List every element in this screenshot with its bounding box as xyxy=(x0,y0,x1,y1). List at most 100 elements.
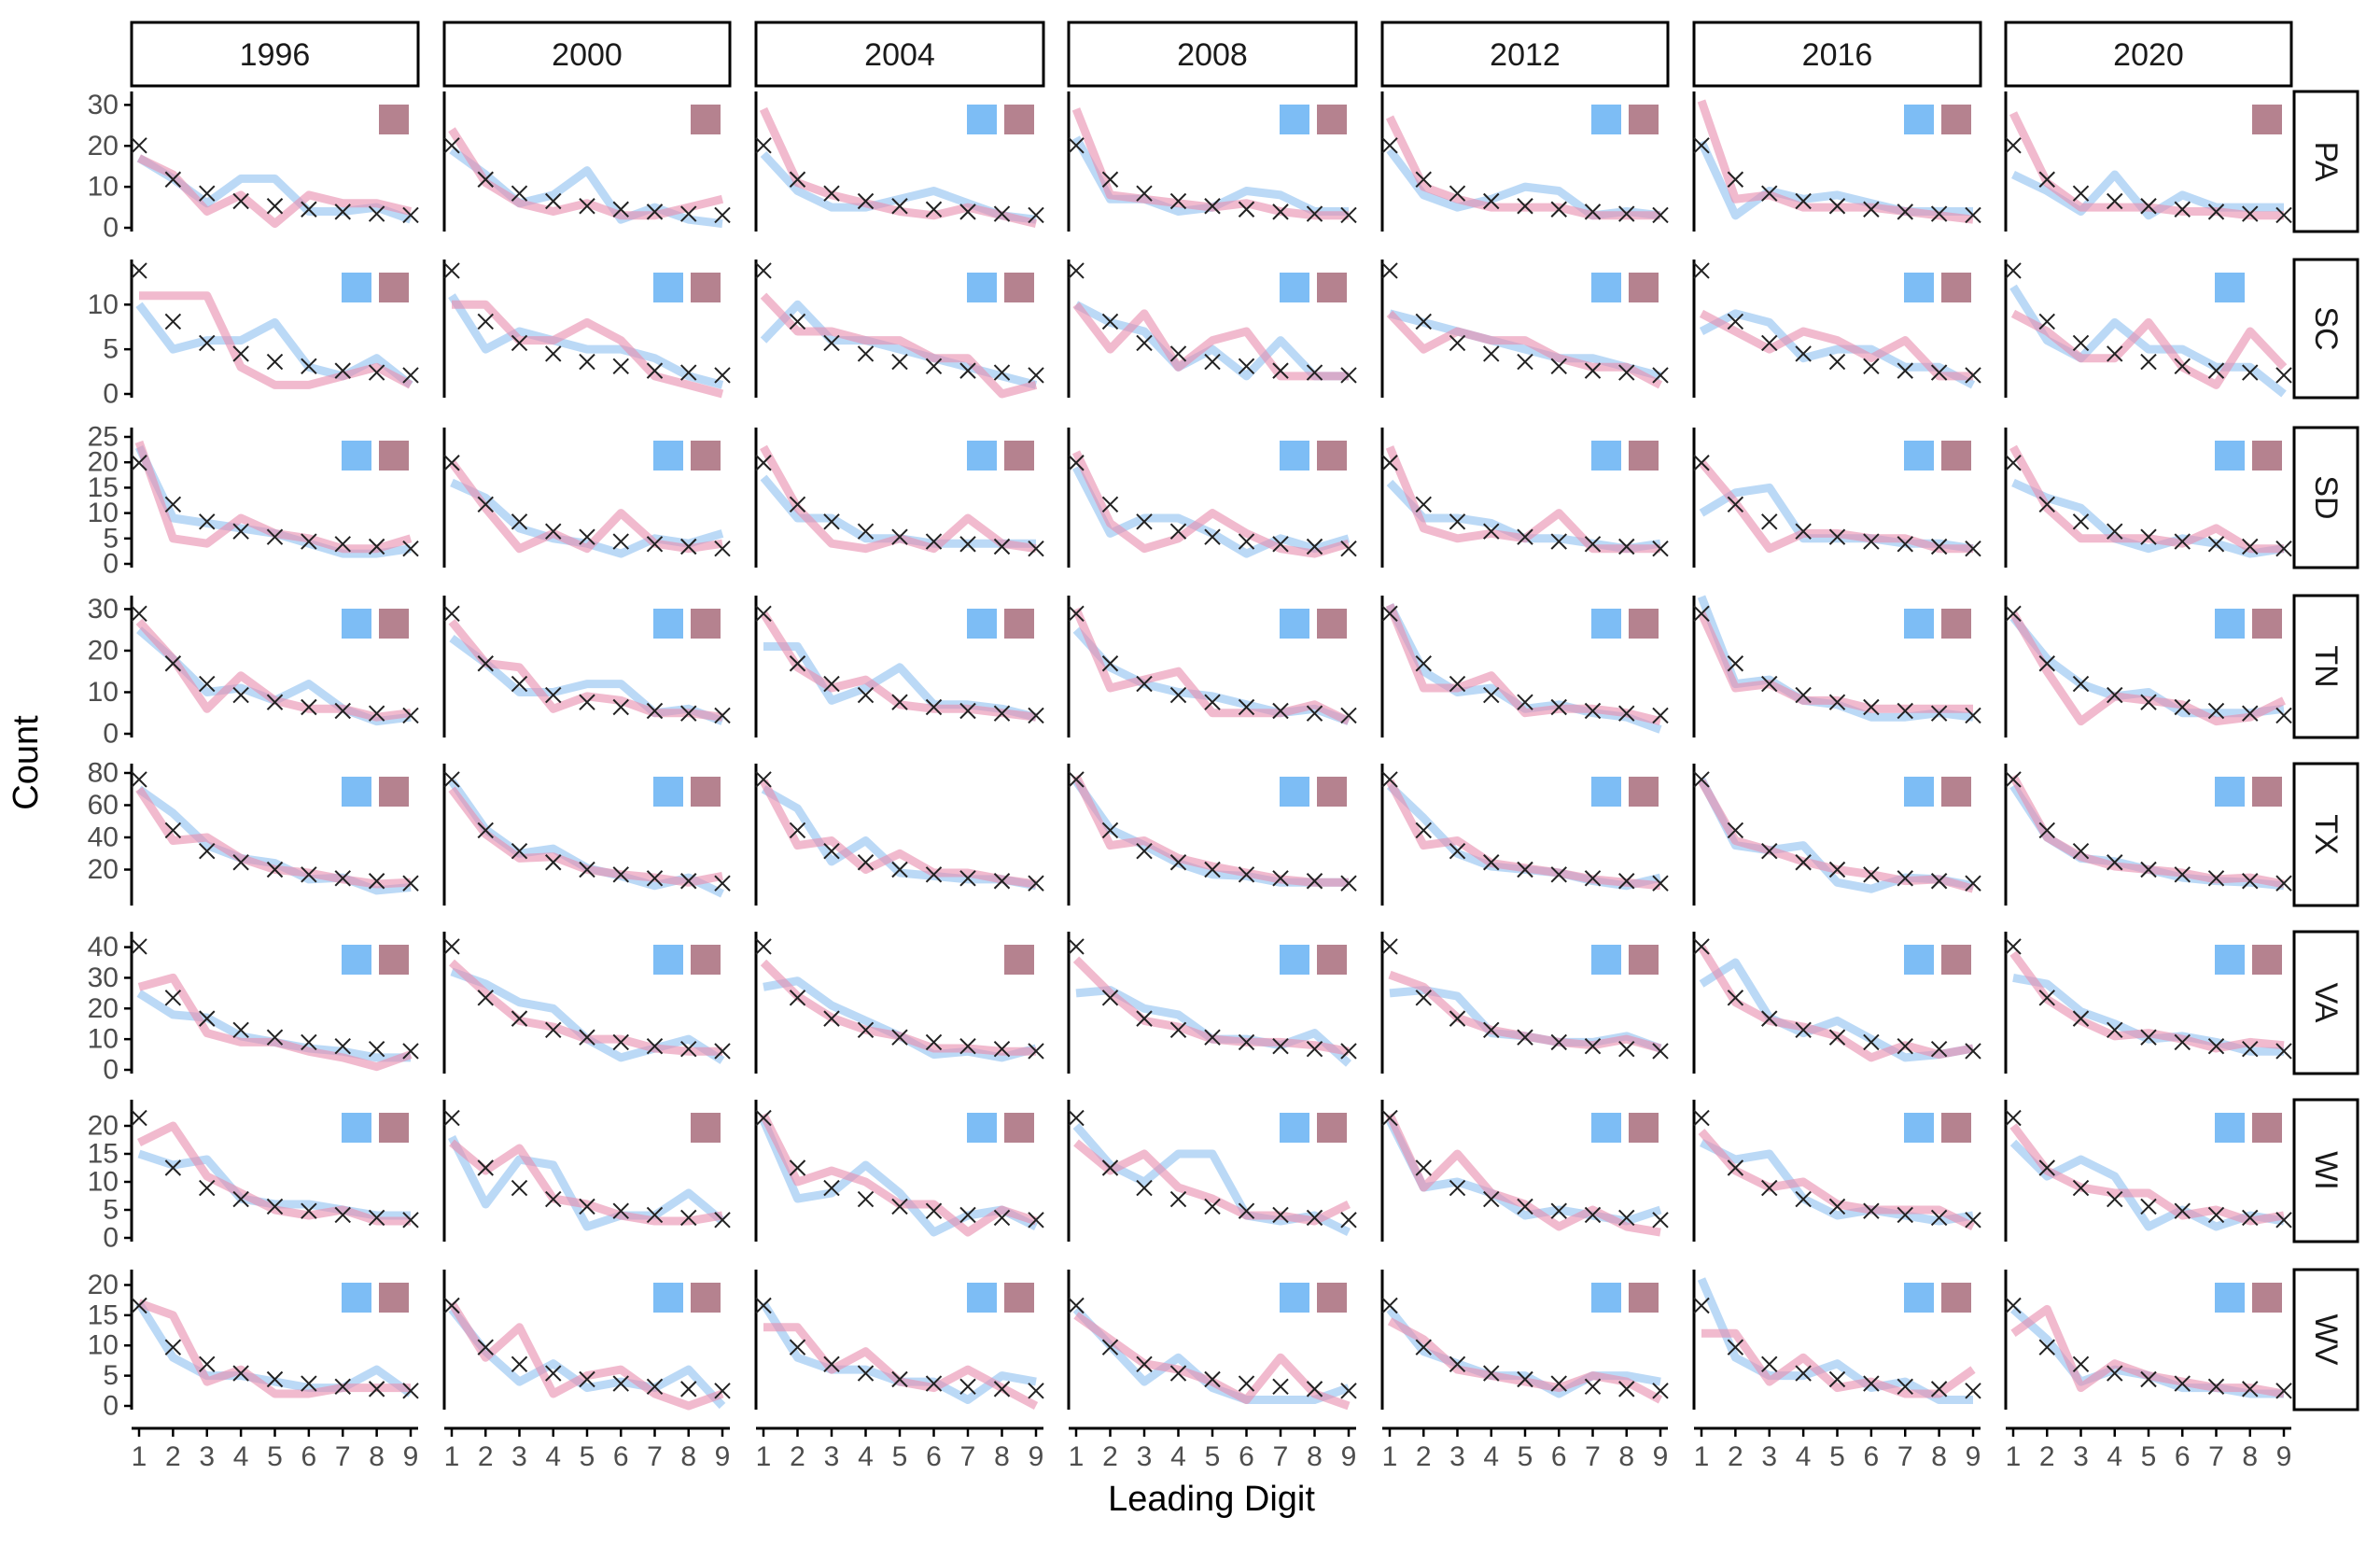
marker-stroke xyxy=(612,533,629,550)
expected-marker xyxy=(579,1370,595,1388)
column-strip: 2012 xyxy=(1380,21,1670,88)
marker-stroke xyxy=(1340,367,1357,384)
expected-marker xyxy=(1897,204,1913,220)
expected-marker xyxy=(1204,198,1221,215)
marker-stroke xyxy=(402,1212,419,1229)
expected-marker xyxy=(1306,1381,1323,1398)
expected-marker xyxy=(1136,1010,1153,1027)
indicator-square-mauve xyxy=(1004,945,1034,975)
indicator-square-blue xyxy=(1591,777,1621,807)
marker-stroke xyxy=(1101,1339,1119,1355)
series-line-blue xyxy=(2009,284,2287,398)
marker-stroke xyxy=(1828,1370,1846,1388)
marker-stroke xyxy=(131,771,147,788)
marker-stroke xyxy=(755,605,772,623)
y-tick-label: 10 xyxy=(88,677,119,708)
expected-marker xyxy=(1693,137,1710,154)
indicator-square-mauve xyxy=(1629,777,1659,807)
expected-marker xyxy=(1965,1212,1981,1229)
marker-stroke xyxy=(1618,1381,1635,1398)
expected-marker xyxy=(993,538,1011,555)
marker-stroke xyxy=(1965,1383,1981,1399)
expected-marker xyxy=(1828,1198,1846,1215)
marker-stroke xyxy=(891,1370,908,1388)
marker-stroke xyxy=(612,698,629,716)
marker-stroke xyxy=(511,842,528,860)
series-line-pink xyxy=(2009,1123,2285,1226)
panel-VA-2000 xyxy=(442,932,731,1074)
expected-marker xyxy=(959,1206,976,1224)
expected-marker xyxy=(368,1040,385,1058)
marker-stroke xyxy=(266,1198,284,1215)
x-tick-label: 3 xyxy=(2073,1441,2089,1472)
marker-stroke xyxy=(232,686,249,704)
expected-marker xyxy=(1550,533,1567,550)
marker-stroke xyxy=(925,358,943,375)
expected-marker xyxy=(2207,204,2225,220)
expected-marker xyxy=(1795,1365,1812,1382)
expected-marker xyxy=(1550,358,1567,375)
expected-marker xyxy=(714,875,731,892)
marker-stroke xyxy=(1272,1037,1289,1055)
expected-marker xyxy=(1727,655,1744,672)
marker-stroke xyxy=(131,605,147,623)
marker-stroke xyxy=(925,1375,943,1392)
expected-marker xyxy=(2107,686,2123,704)
marker-stroke xyxy=(680,1209,697,1227)
marker-stroke xyxy=(1204,353,1221,371)
expected-marker xyxy=(1415,171,1432,188)
expected-marker xyxy=(1965,707,1981,724)
marker-stroke xyxy=(1381,771,1398,788)
expected-marker xyxy=(755,771,772,788)
expected-marker xyxy=(2174,1375,2191,1392)
marker-stroke xyxy=(2038,1339,2055,1355)
marker-stroke xyxy=(891,1198,908,1215)
panel-TX-2000 xyxy=(442,764,731,906)
marker-stroke xyxy=(199,1010,216,1027)
expected-marker xyxy=(1930,1040,1948,1058)
panel-TN-2000 xyxy=(442,596,731,737)
indicator-square-mauve xyxy=(2252,777,2282,807)
row-strip-box xyxy=(2292,1098,2359,1243)
marker-stroke xyxy=(1028,1043,1044,1060)
indicator-square-blue xyxy=(967,441,997,471)
y-tick-label: 15 xyxy=(88,1139,119,1170)
y-axis: 0 10 20 30 xyxy=(88,90,133,244)
y-axis: 0 5 10 xyxy=(88,260,133,410)
expected-marker xyxy=(1483,1021,1500,1038)
panel-VA-2012 xyxy=(1380,932,1669,1074)
expected-marker xyxy=(131,137,147,154)
expected-marker xyxy=(2275,1383,2292,1399)
marker-stroke xyxy=(1028,367,1044,384)
indicator-square-blue xyxy=(1280,105,1309,134)
marker-stroke xyxy=(477,822,494,839)
marker-stroke xyxy=(1381,1109,1398,1127)
expected-marker xyxy=(1169,523,1187,540)
expected-marker xyxy=(2140,694,2157,710)
x-axis-title: Leading Digit xyxy=(1108,1480,1315,1519)
expected-marker xyxy=(857,1190,875,1208)
expected-marker xyxy=(1136,334,1153,352)
marker-stroke xyxy=(1028,540,1044,557)
expected-marker xyxy=(1340,875,1357,892)
series-line-pink xyxy=(2009,444,2284,554)
x-tick-label: 6 xyxy=(1864,1441,1880,1472)
y-tick-label: 80 xyxy=(88,758,119,789)
marker-stroke xyxy=(1618,538,1635,555)
expected-marker xyxy=(1068,262,1085,279)
y-tick-label: 60 xyxy=(88,790,119,821)
marker-stroke xyxy=(1584,204,1602,220)
panel-PA-2004 xyxy=(754,91,1044,232)
expected-marker xyxy=(2207,870,2225,887)
expected-marker xyxy=(1136,185,1153,202)
marker-stroke xyxy=(477,655,494,672)
y-tick-label: 10 xyxy=(88,1330,119,1361)
marker-stroke xyxy=(1795,523,1812,540)
marker-stroke xyxy=(579,1029,595,1046)
expected-marker xyxy=(1306,705,1323,722)
x-tick-label: 5 xyxy=(1518,1441,1533,1472)
series-line-pink xyxy=(137,1299,411,1398)
panel-TX-2004 xyxy=(754,764,1044,906)
marker-stroke xyxy=(714,875,731,892)
